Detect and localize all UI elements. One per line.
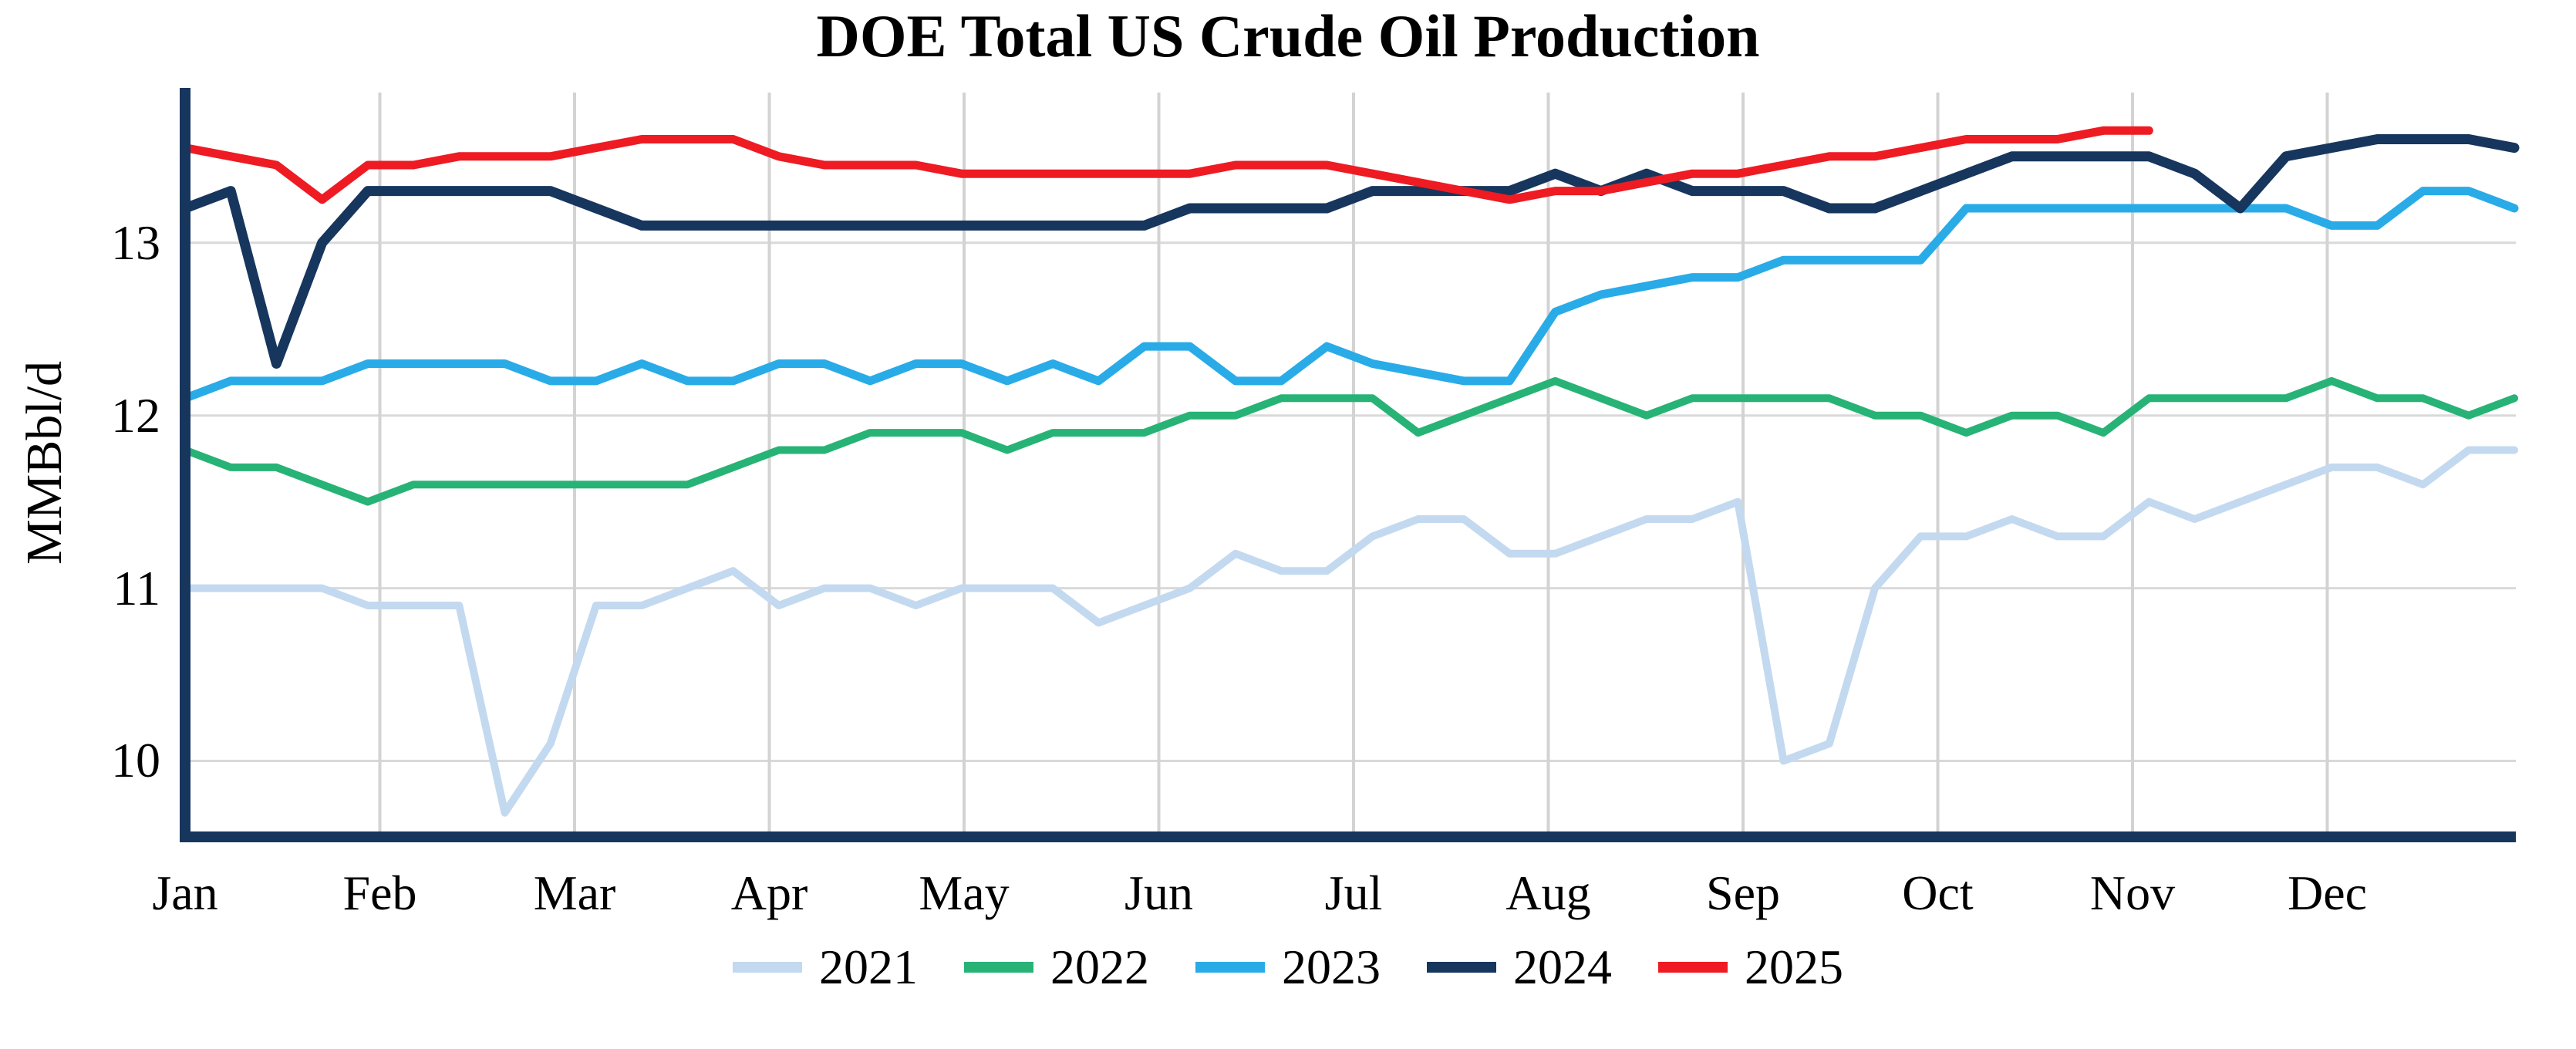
x-tick-Nov: Nov bbox=[2089, 865, 2176, 920]
x-tick-Aug: Aug bbox=[1505, 865, 1591, 920]
x-tick-Oct: Oct bbox=[1902, 865, 1974, 920]
legend-swatch-2022 bbox=[964, 962, 1033, 973]
x-tick-Feb: Feb bbox=[342, 865, 417, 920]
legend-item-2021: 2021 bbox=[733, 943, 918, 992]
x-tick-Mar: Mar bbox=[533, 865, 616, 920]
legend-item-2022: 2022 bbox=[964, 943, 1149, 992]
chart-legend: 2021 2022 2023 2024 2025 bbox=[0, 943, 2576, 992]
legend-item-2024: 2024 bbox=[1427, 943, 1612, 992]
legend-swatch-2021 bbox=[733, 962, 802, 973]
series-line-2022 bbox=[181, 376, 2518, 506]
legend-swatch-2025 bbox=[1658, 962, 1728, 973]
y-tick-13: 13 bbox=[111, 214, 160, 270]
legend-item-2025: 2025 bbox=[1658, 943, 1843, 992]
x-tick-Dec: Dec bbox=[2287, 865, 2368, 920]
x-tick-May: May bbox=[919, 865, 1010, 920]
legend-label-2023: 2023 bbox=[1282, 939, 1381, 994]
y-tick-10: 10 bbox=[111, 733, 160, 788]
legend-label-2025: 2025 bbox=[1745, 939, 1843, 994]
x-tick-Jul: Jul bbox=[1324, 865, 1383, 920]
series-line-2021 bbox=[181, 446, 2518, 817]
legend-label-2021: 2021 bbox=[819, 939, 918, 994]
series-line-2025 bbox=[180, 126, 2153, 204]
y-tick-11: 11 bbox=[113, 560, 160, 616]
legend-swatch-2023 bbox=[1195, 962, 1265, 973]
x-tick-Jun: Jun bbox=[1124, 865, 1193, 920]
series-line-2024 bbox=[180, 134, 2520, 369]
legend-label-2024: 2024 bbox=[1513, 939, 1612, 994]
chart-title: DOE Total US Crude Oil Production bbox=[816, 2, 1760, 69]
legend-item-2023: 2023 bbox=[1195, 943, 1381, 992]
legend-label-2022: 2022 bbox=[1050, 939, 1149, 994]
series-line-2023 bbox=[180, 187, 2519, 403]
legend-swatch-2024 bbox=[1427, 962, 1496, 973]
x-tick-Sep: Sep bbox=[1706, 865, 1780, 920]
y-tick-12: 12 bbox=[111, 387, 160, 443]
x-tick-Apr: Apr bbox=[730, 865, 808, 920]
x-tick-Jan: Jan bbox=[152, 865, 218, 920]
